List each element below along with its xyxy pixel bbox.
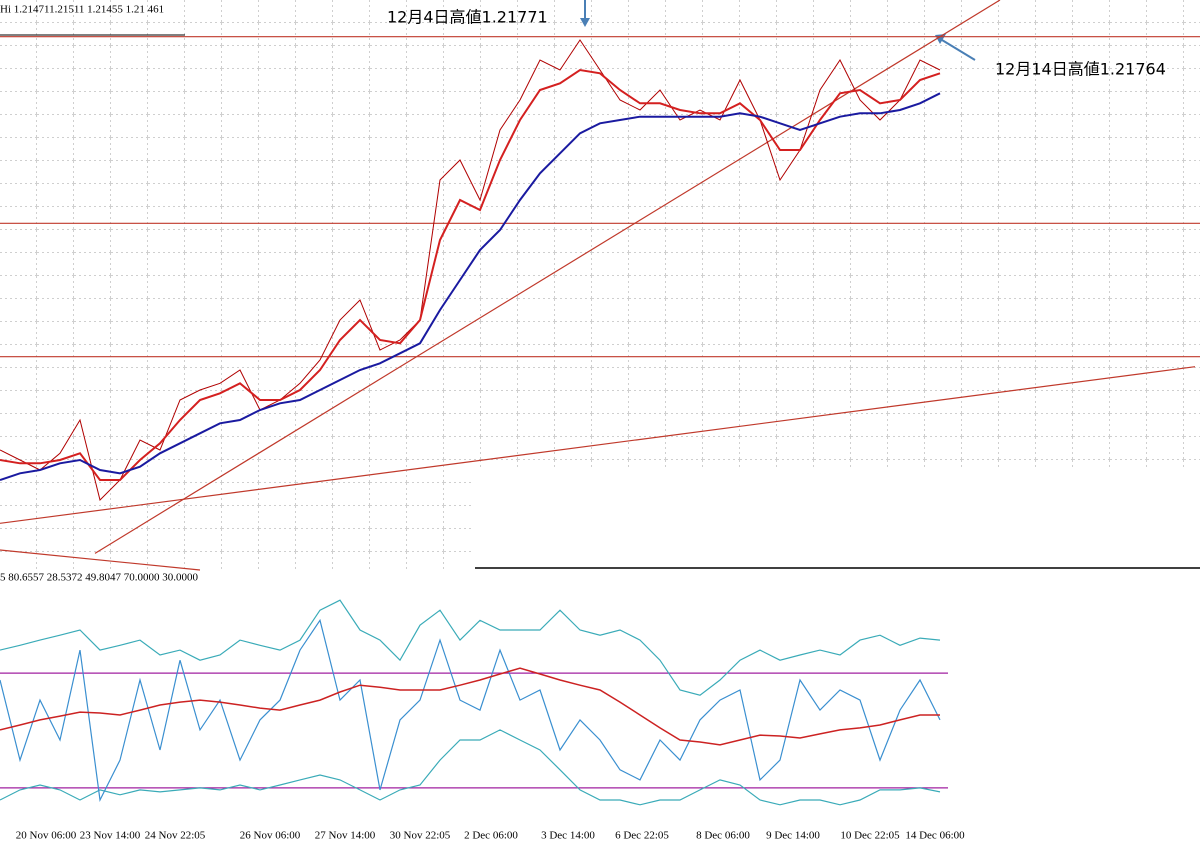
x-tick-label: 30 Nov 22:05 — [390, 830, 451, 842]
x-tick-label: 27 Nov 14:00 — [315, 830, 376, 842]
series-line — [0, 667, 940, 746]
series-line — [0, 39, 941, 501]
x-tick-label: 14 Dec 06:00 — [905, 830, 965, 842]
price-header: Hi 1.214711.21511 1.21455 1.21 461 — [0, 4, 164, 16]
grid-pattern — [0, 470, 472, 570]
x-tick-label: 8 Dec 06:00 — [696, 830, 750, 842]
x-tick-label: 23 Nov 14:00 — [80, 830, 141, 842]
series-line — [0, 68, 941, 481]
trend-line — [0, 549, 201, 571]
indicator-header: 5 80.6557 28.5372 49.8047 70.0000 30.000… — [0, 572, 199, 584]
series-line — [0, 729, 941, 806]
annotation: 12月14日高値1.21764 — [995, 60, 1166, 79]
x-tick-label: 24 Nov 22:05 — [145, 830, 206, 842]
series-line — [0, 599, 941, 696]
x-tick-label: 10 Dec 22:05 — [840, 830, 900, 842]
annotation: 12月4日高値1.21771 — [387, 8, 548, 27]
x-tick-label: 6 Dec 22:05 — [615, 830, 669, 842]
series-line — [0, 618, 941, 803]
trend-line — [0, 366, 1196, 524]
x-tick-label: 20 Nov 06:00 — [16, 830, 77, 842]
x-tick-label: 26 Nov 06:00 — [240, 830, 301, 842]
x-tick-label: 2 Dec 06:00 — [464, 830, 518, 842]
x-tick-label: 9 Dec 14:00 — [766, 830, 820, 842]
series-line — [0, 92, 941, 481]
x-tick-label: 3 Dec 14:00 — [541, 830, 595, 842]
